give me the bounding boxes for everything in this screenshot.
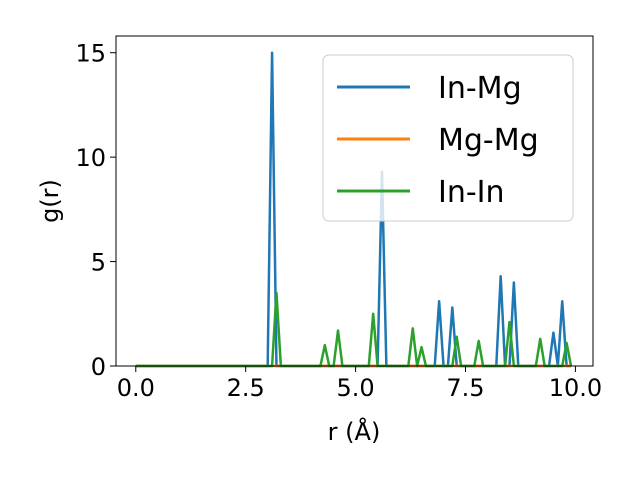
axes-frame — [115, 35, 594, 367]
x-tick-label: 2.5 — [227, 374, 265, 402]
legend: In-Mg Mg-Mg In-In — [322, 54, 574, 222]
x-tick-label: 5.0 — [337, 374, 375, 402]
y-tick-label: 0 — [91, 353, 106, 381]
axis-ticks: 0.0 2.5 5.0 7.5 10.0 0 5 10 15 — [75, 40, 602, 402]
y-tick-label: 10 — [75, 144, 106, 172]
x-tick-label: 7.5 — [446, 374, 484, 402]
legend-label-in-in: In-In — [438, 175, 505, 210]
legend-box — [322, 54, 574, 222]
legend-label-in-mg: In-Mg — [438, 71, 522, 106]
x-tick-label: 0.0 — [117, 374, 155, 402]
x-axis-label: r (Å) — [328, 417, 381, 446]
y-tick-label: 15 — [75, 40, 106, 68]
y-axis-label: g(r) — [36, 179, 64, 223]
legend-label-mg-mg: Mg-Mg — [438, 123, 539, 158]
x-tick-label: 10.0 — [549, 374, 602, 402]
y-tick-label: 5 — [91, 249, 106, 277]
